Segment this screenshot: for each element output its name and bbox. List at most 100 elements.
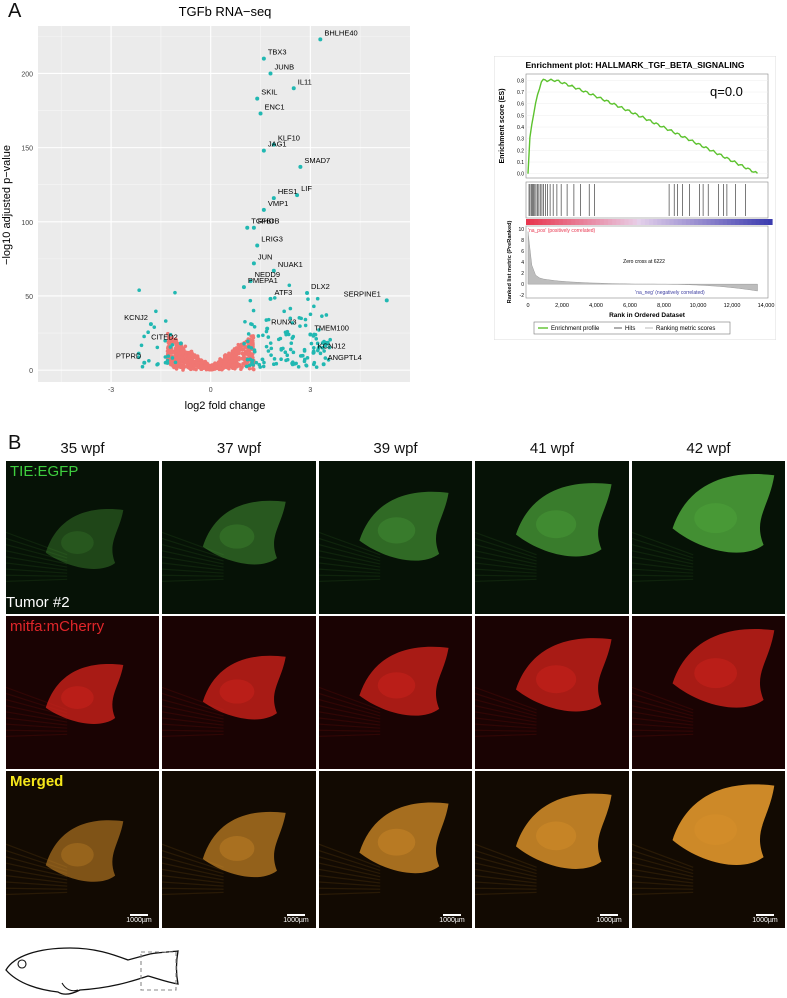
- gene-point: [261, 56, 266, 61]
- gsea-xtick: 6,000: [623, 303, 637, 309]
- row-label-1: TIE:EGFP: [10, 463, 79, 480]
- scale-bar-label: 1000µm: [752, 917, 778, 924]
- column-label-5: 42 wpf: [686, 440, 731, 457]
- scale-bar-label: 1000µm: [596, 917, 622, 924]
- micrograph-tile: 1000µm: [6, 771, 159, 928]
- gene-label: IL11: [298, 77, 312, 86]
- gsea-xtick: 4,000: [589, 303, 603, 309]
- gene-label: ANGPTL4: [328, 353, 362, 362]
- gene-label: BHLHE40: [324, 28, 357, 37]
- gene-label: LRIG3: [261, 235, 283, 244]
- scale-bar-label: 1000µm: [439, 917, 465, 924]
- gene-point: [298, 164, 303, 169]
- gsea-rank-ylabel: Ranked list metric (PreRanked): [507, 221, 513, 304]
- gene-label: LIF: [301, 184, 312, 193]
- scale-bar: 1000µm: [438, 914, 466, 924]
- column-label-2: 37 wpf: [216, 440, 262, 457]
- micrograph-tile: [632, 616, 785, 769]
- gene-label: SMAD7: [304, 156, 330, 165]
- gene-point: [291, 86, 296, 91]
- gene-label: VMP1: [268, 199, 288, 208]
- scale-bar-label: 1000µm: [283, 917, 309, 924]
- tumor-label: Tumor #2: [6, 594, 70, 611]
- volcano-ylabel: −log10 adjusted p−value: [1, 145, 13, 265]
- gsea-title: Enrichment plot: HALLMARK_TGF_BETA_SIGNA…: [526, 60, 745, 70]
- micrograph-tile: [162, 461, 316, 614]
- es-tick: 0.2: [517, 148, 524, 154]
- scale-bar: 1000µm: [595, 914, 623, 924]
- column-label-1: 35 wpf: [60, 440, 105, 457]
- gsea-xtick: 14,000: [758, 303, 775, 309]
- gene-label: HES1: [278, 187, 298, 196]
- gene-point: [265, 326, 270, 331]
- gene-point: [251, 225, 256, 230]
- gene-label: JUNB: [275, 62, 295, 71]
- gene-point: [321, 362, 326, 367]
- es-tick: 0.1: [517, 160, 524, 166]
- scale-bar: 1000µm: [751, 914, 779, 924]
- gene-point: [255, 96, 260, 101]
- es-tick: 0.6: [517, 102, 524, 108]
- tumor-region-box: [140, 951, 177, 991]
- es-tick: 0.8: [517, 78, 524, 84]
- gsea-es-area: [525, 73, 769, 179]
- gene-label: KLF10: [278, 134, 300, 143]
- fish-schematic: [5, 947, 179, 995]
- gene-point: [178, 341, 183, 346]
- rank-tick: -2: [520, 293, 525, 299]
- micrograph-tile: [162, 616, 316, 769]
- volcano-title: TGFb RNA−seq: [179, 4, 272, 19]
- gene-label: DLX2: [311, 282, 330, 291]
- micrograph-tile: 1000µm: [632, 771, 785, 928]
- gene-point: [271, 268, 276, 273]
- gene-point: [271, 142, 276, 147]
- gene-point: [245, 225, 250, 230]
- gene-point: [241, 285, 246, 290]
- gsea-na-neg: 'na_neg' (negatively correlated): [635, 290, 705, 296]
- volcano-ytick: 0: [29, 368, 33, 375]
- gene-label: NUAK1: [278, 260, 303, 269]
- row-label-2: mitfa:mCherry: [10, 618, 105, 635]
- micrograph-tile: [6, 616, 159, 769]
- legend-hits: Hits: [625, 326, 635, 332]
- gene-label: SERPINE1: [344, 289, 381, 298]
- gene-point: [305, 291, 310, 295]
- gene-label: TMEM100: [314, 324, 349, 333]
- legend-enrichment-profile: Enrichment profile: [551, 326, 600, 332]
- gsea-xtick: 8,000: [657, 303, 671, 309]
- volcano-ytick: 50: [25, 294, 33, 301]
- volcano-plot-area: [38, 26, 410, 382]
- rank-tick: 10: [518, 227, 524, 233]
- volcano-ytick: 100: [21, 220, 33, 227]
- micrograph-tile: 1000µm: [475, 771, 629, 928]
- gene-label: RUNX3: [271, 318, 296, 327]
- gene-label: NEDD9: [255, 270, 280, 279]
- panel-b-letter: B: [8, 432, 22, 454]
- micrograph-tile: [632, 461, 785, 614]
- rank-tick: 8: [521, 238, 524, 244]
- gene-label: KCNJ12: [318, 341, 346, 350]
- gsea-xlabel: Rank in Ordered Dataset: [609, 312, 686, 319]
- gene-point: [268, 71, 273, 76]
- micrograph-tile: [475, 461, 629, 614]
- gsea-xtick: 12,000: [724, 303, 741, 309]
- gsea-xtick: 0: [526, 303, 529, 309]
- scale-bar: 1000µm: [125, 914, 153, 924]
- gsea-enrichment-plot: Enrichment plot: HALLMARK_TGF_BETA_SIGNA…: [494, 56, 776, 340]
- gene-label: ATF3: [275, 288, 293, 297]
- gene-label: JUN: [258, 252, 273, 261]
- rank-tick: 2: [521, 271, 524, 277]
- micrograph-tile: [475, 616, 629, 769]
- gsea-es-ylabel: Enrichment score (ES): [499, 88, 506, 163]
- gsea-legend: [533, 321, 731, 335]
- column-label-3: 39 wpf: [373, 440, 418, 457]
- gene-point: [268, 296, 273, 301]
- micrograph-tile: 1000µm: [319, 771, 472, 928]
- es-tick: 0.5: [517, 113, 524, 119]
- gene-label: JAG1: [268, 140, 287, 149]
- gsea-zero-cross: Zero cross at 6222: [623, 259, 665, 265]
- fish-eye: [17, 959, 27, 969]
- gene-point: [295, 193, 300, 198]
- panel-a-letter: A: [8, 0, 22, 22]
- gene-point: [142, 360, 147, 365]
